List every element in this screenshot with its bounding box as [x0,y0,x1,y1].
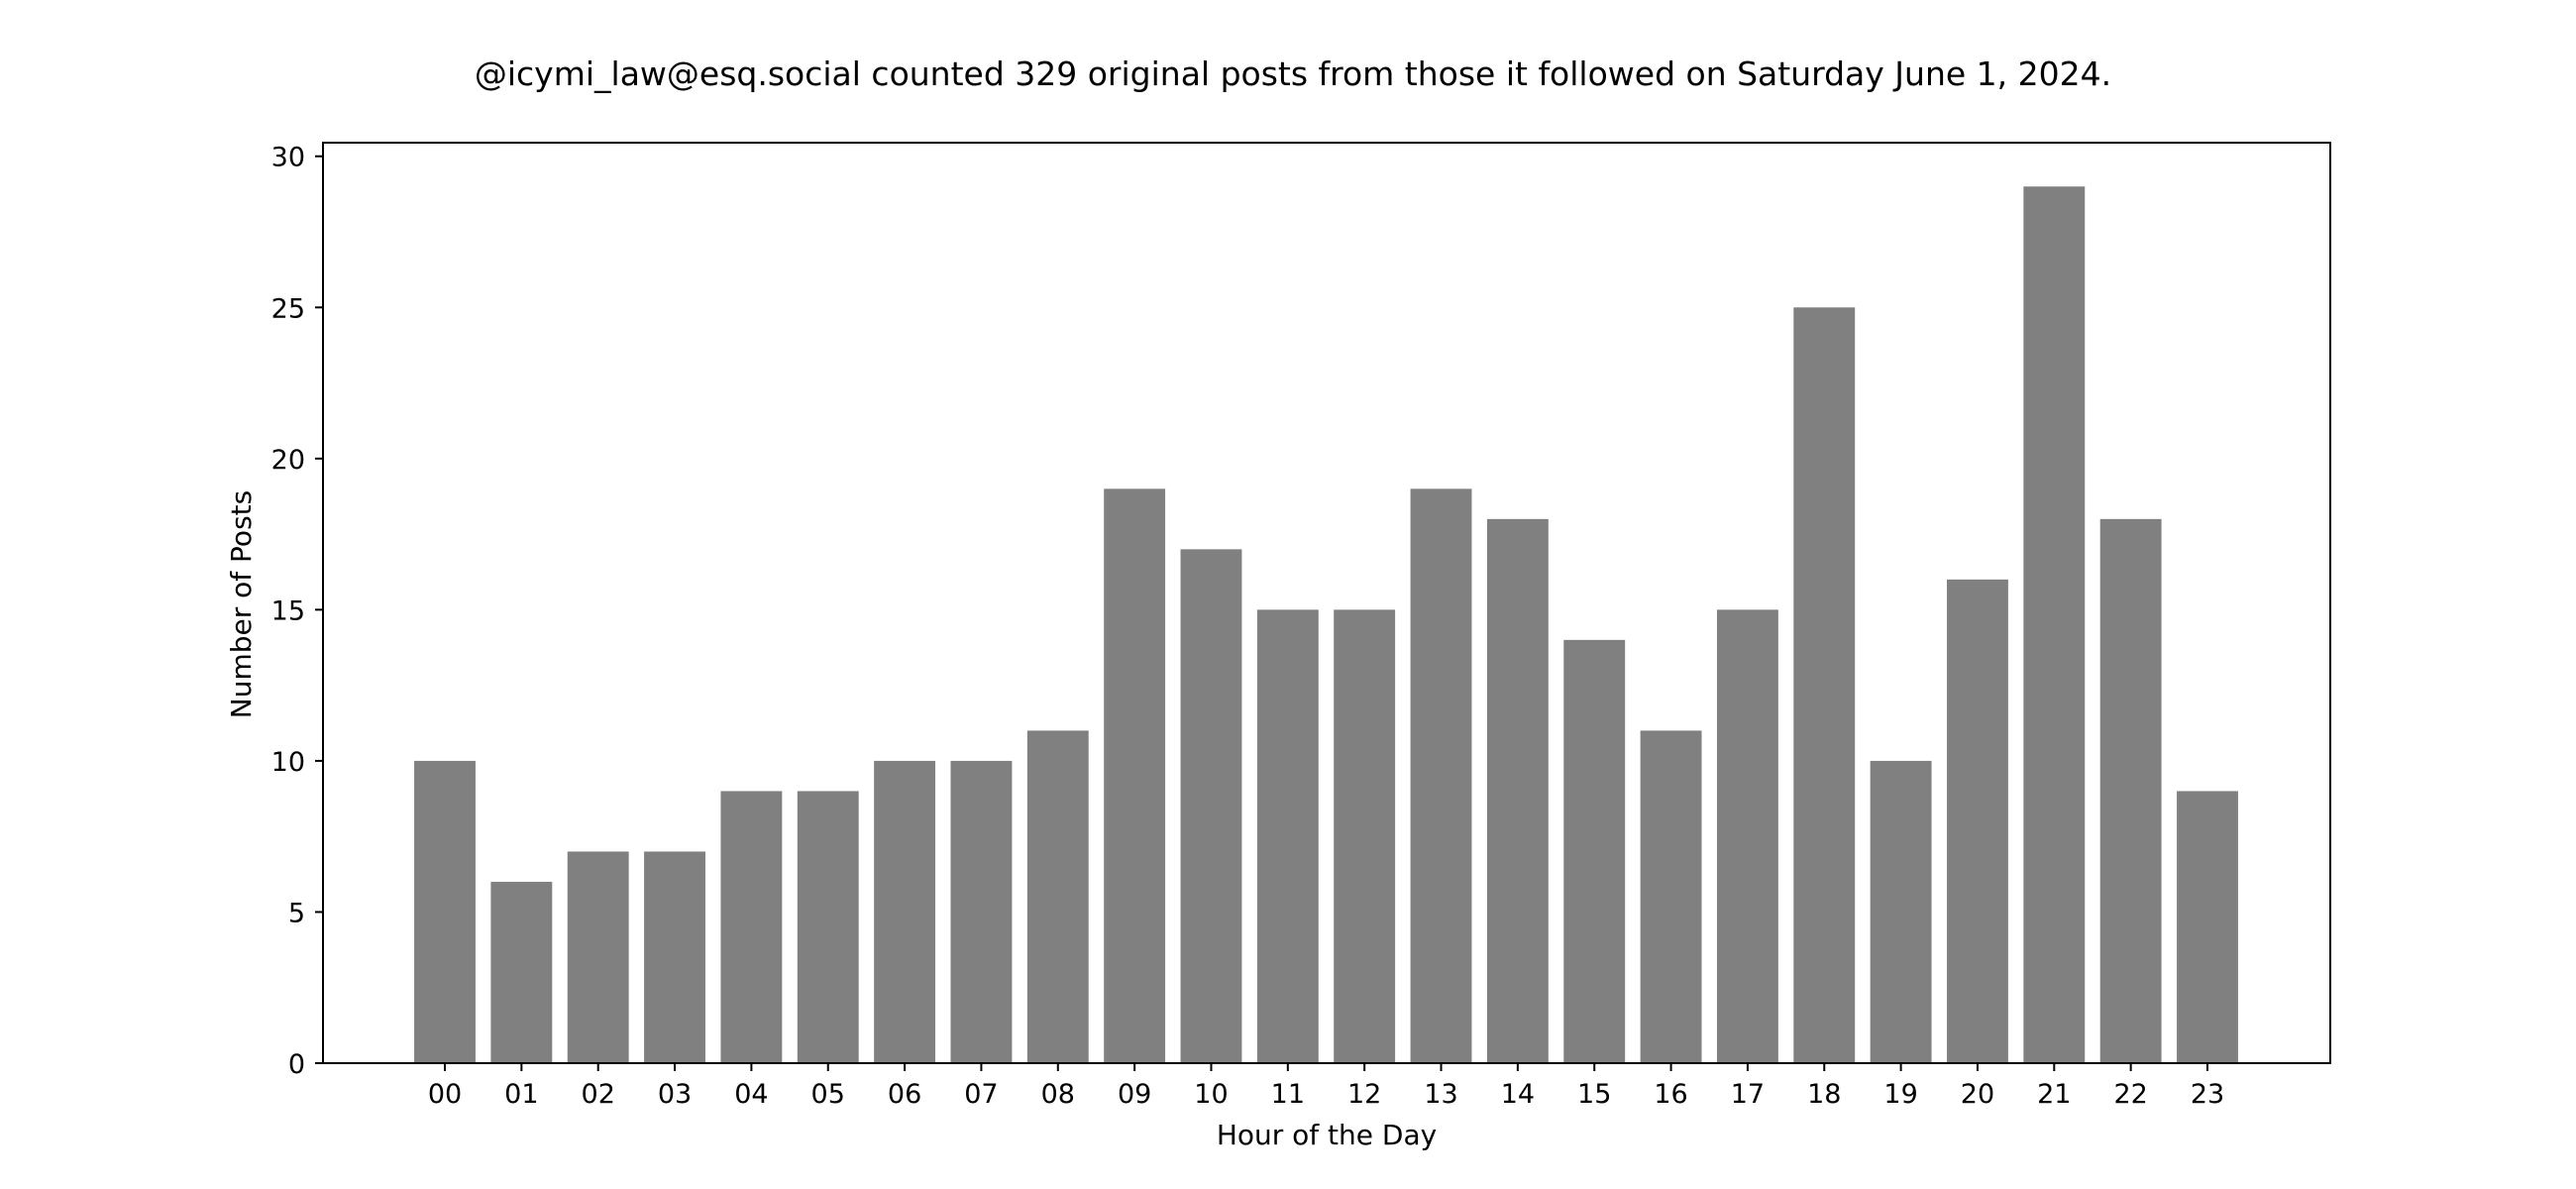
bar-hour-21 [2023,186,2086,1064]
x-tick-label: 04 [734,1079,768,1110]
x-tick-label: 02 [582,1079,615,1110]
y-tick-label: 25 [271,293,305,324]
x-tick-label: 16 [1654,1079,1687,1110]
bar-hour-23 [2177,791,2238,1063]
x-tick-label: 08 [1041,1079,1075,1110]
bar-hour-07 [950,760,1013,1063]
x-axis-ticks: 00 01 02 03 04 05 06 07 08 09 10 11 12 13 14 15 16 17 18 19… [428,1063,2224,1110]
bar-hour-08 [1026,730,1089,1063]
x-tick-label: 13 [1424,1079,1457,1110]
x-tick-label: 21 [2037,1079,2071,1110]
bar-hour-10 [1180,549,1242,1063]
y-tick-label: 5 [288,898,305,928]
bar-hour-04 [720,791,783,1063]
bar-hour-18 [1793,307,1856,1063]
bar-hour-06 [874,760,936,1063]
x-tick-label: 00 [428,1079,462,1110]
y-tick-label: 20 [271,445,305,476]
bar-hour-11 [1256,609,1319,1063]
x-tick-label: 11 [1271,1079,1305,1110]
bar-hour-12 [1334,609,1396,1063]
x-tick-label: 23 [2191,1079,2224,1110]
plot-frame [322,142,2331,1064]
y-tick-label: 0 [288,1049,305,1080]
x-tick-label: 09 [1118,1079,1151,1110]
x-tick-label: 01 [504,1079,538,1110]
bar-hour-00 [414,760,476,1063]
x-tick-label: 18 [1807,1079,1841,1110]
bar-hour-22 [2099,518,2162,1063]
bar-hour-15 [1563,639,1626,1063]
bar-hour-17 [1716,609,1778,1063]
bar-hour-02 [567,851,629,1063]
x-tick-label: 07 [964,1079,998,1110]
bar-hour-09 [1104,488,1166,1064]
x-tick-label: 14 [1501,1079,1535,1110]
x-tick-label: 20 [1961,1079,1994,1110]
bar-hour-16 [1640,730,1702,1063]
y-tick-label: 30 [271,143,305,173]
bar-hour-03 [644,851,705,1063]
y-axis-ticks: 0 5 10 15 20 25 30 [271,143,323,1080]
bar-hour-01 [490,881,553,1063]
chart-title: @icymi_law@esq.social counted 329 origin… [475,54,2111,93]
x-tick-label: 12 [1347,1079,1381,1110]
bars-group [414,186,2238,1064]
x-axis-label: Hour of the Day [1217,1119,1437,1151]
x-tick-label: 19 [1883,1079,1917,1110]
bar-hour-13 [1410,488,1472,1064]
bar-hour-20 [1947,579,2008,1063]
y-tick-label: 15 [271,595,305,626]
x-tick-label: 17 [1731,1079,1765,1110]
bar-hour-14 [1486,518,1549,1063]
x-tick-label: 06 [888,1079,921,1110]
x-tick-label: 15 [1577,1079,1611,1110]
y-axis-label: Number of Posts [225,490,258,718]
bar-hour-05 [797,791,859,1063]
x-tick-label: 22 [2113,1079,2147,1110]
x-tick-label: 05 [811,1079,845,1110]
bar-hour-19 [1870,760,1932,1063]
x-tick-label: 03 [658,1079,692,1110]
x-tick-label: 10 [1194,1079,1228,1110]
y-tick-label: 10 [271,747,305,778]
